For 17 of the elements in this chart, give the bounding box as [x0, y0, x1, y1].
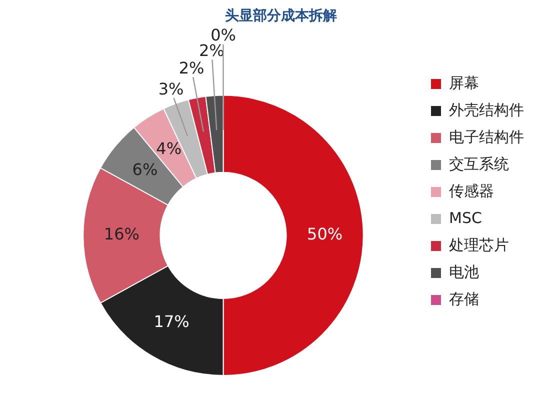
data-label: 50% [307, 224, 343, 244]
legend-label: 外壳结构件 [449, 100, 524, 119]
data-label: 17% [154, 312, 190, 331]
legend-label: 屏幕 [449, 74, 479, 92]
legend-label: 传感器 [449, 182, 494, 200]
data-label: 16% [104, 224, 140, 244]
legend-label: 存储 [449, 290, 479, 308]
legend-label: 交互系统 [449, 154, 509, 173]
data-label: 2% [178, 58, 204, 78]
legend-label: 电池 [449, 262, 479, 281]
data-label: 4% [156, 138, 182, 158]
data-label: 3% [158, 80, 184, 99]
legend-label: 电子结构件 [449, 128, 524, 146]
legend-label: MSC [449, 208, 482, 227]
chart-title: 头显部分成本拆解 [225, 7, 337, 24]
legend-label: 处理芯片 [449, 236, 509, 254]
data-label: 6% [132, 160, 158, 179]
